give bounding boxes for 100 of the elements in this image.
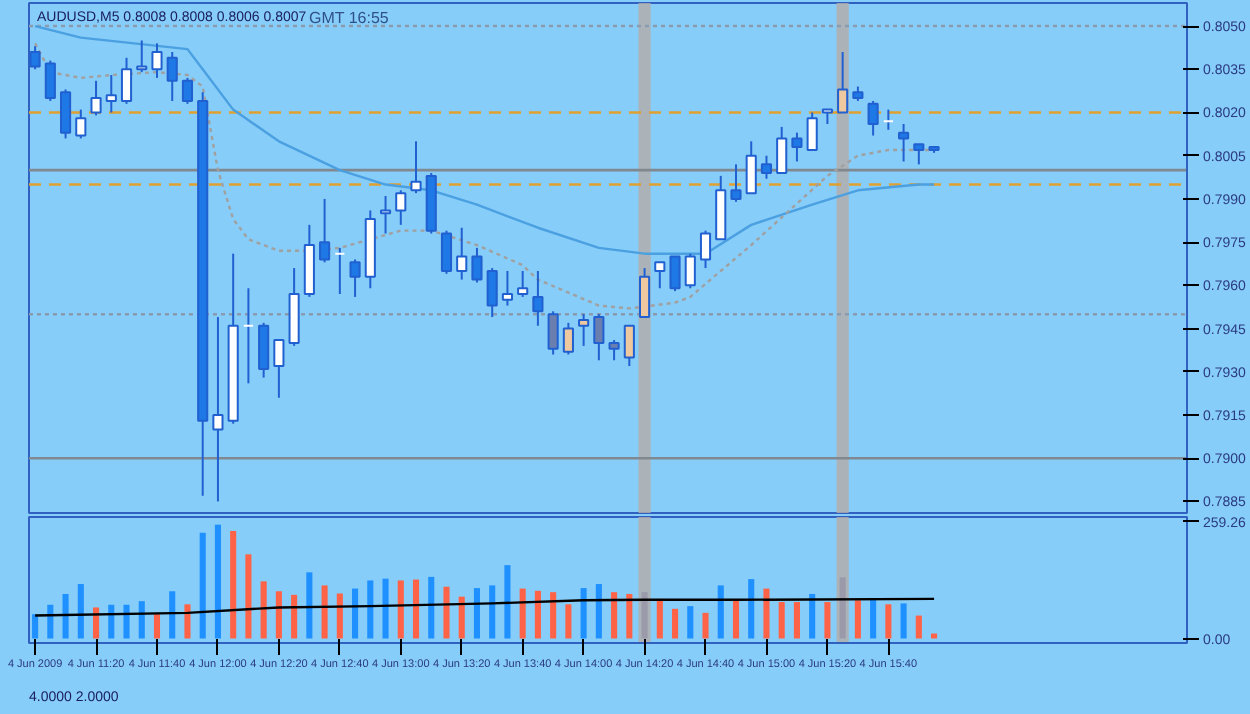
candlestick [29,45,41,71]
bar [92,607,100,639]
candlestick [501,269,514,307]
bar [885,604,892,639]
bar [534,590,541,639]
bar [62,593,69,639]
bar [778,602,785,639]
bar [732,598,740,639]
bar [123,604,130,639]
candlestick [639,267,651,319]
bar [565,604,572,639]
bar [108,604,115,639]
candlestick [745,140,757,195]
bar [671,608,679,639]
bar [809,593,816,639]
bar [382,578,389,639]
bar [412,579,420,639]
candlestick [471,246,483,284]
candlestick [532,269,544,327]
bar [626,593,633,639]
candlestick [806,111,818,151]
candlestick [837,50,849,114]
candlestick [654,261,666,290]
bar [291,594,298,639]
candlestick [440,229,453,275]
candlestick [90,79,102,117]
candlestick [898,123,910,163]
candlestick [547,310,559,356]
candlestick [334,246,346,296]
candlestick [379,195,392,235]
bar [77,584,84,639]
bar [504,565,511,639]
bar [824,602,831,639]
bar [428,576,435,639]
bar [443,586,450,639]
bar [336,593,343,639]
candlestick [258,321,270,379]
bar [397,580,404,639]
bar [931,633,938,639]
line-series [33,597,936,617]
bar [473,588,481,639]
bar [352,588,359,639]
candlestick [517,269,529,298]
candlestick [760,154,773,180]
bar [245,554,252,639]
candlestick [776,125,788,174]
bar [641,592,648,639]
candlestick [410,140,422,195]
bar [595,584,602,639]
bar [839,577,846,639]
bar [900,603,907,639]
candlestick [593,313,605,362]
candlestick [319,197,331,264]
candlestick [578,313,590,347]
bar [489,585,496,639]
chart-subtitle: GMT 16:55 [309,9,390,27]
bar [260,581,267,639]
candlestick [349,258,361,298]
bar [519,588,526,639]
bar [184,604,191,639]
bar [230,530,237,639]
candlestick [608,339,620,362]
candlestick [166,50,178,102]
candlestick [136,39,148,74]
bar [854,600,861,639]
bar [748,579,755,639]
bar [306,572,313,639]
bar [580,588,587,639]
bar [321,585,328,639]
candlestick [242,287,254,385]
candlestick [486,267,498,319]
candlestick [882,108,894,131]
candlestick [395,189,407,226]
bar [915,615,922,639]
candlestick [456,226,468,281]
bar [793,602,800,639]
candlestick [867,99,879,137]
candlestick [684,252,696,290]
bar [763,588,770,639]
bar [870,599,877,639]
candlestick [699,229,712,270]
candlestick [913,143,925,166]
candlestick [562,321,574,356]
bar [47,604,54,639]
bar [32,614,39,639]
candlestick [120,56,133,105]
bar [169,591,176,639]
bar [367,580,374,639]
candlestick [273,339,285,399]
candlestick [151,42,163,79]
bar [550,592,557,639]
bar [138,601,145,639]
bar [153,614,161,639]
candlestick [75,108,87,140]
bar [656,598,663,639]
candlestick [105,74,117,114]
candlestick [730,163,742,203]
candlestick [181,76,194,105]
candlestick [623,324,635,368]
bar [717,585,724,639]
